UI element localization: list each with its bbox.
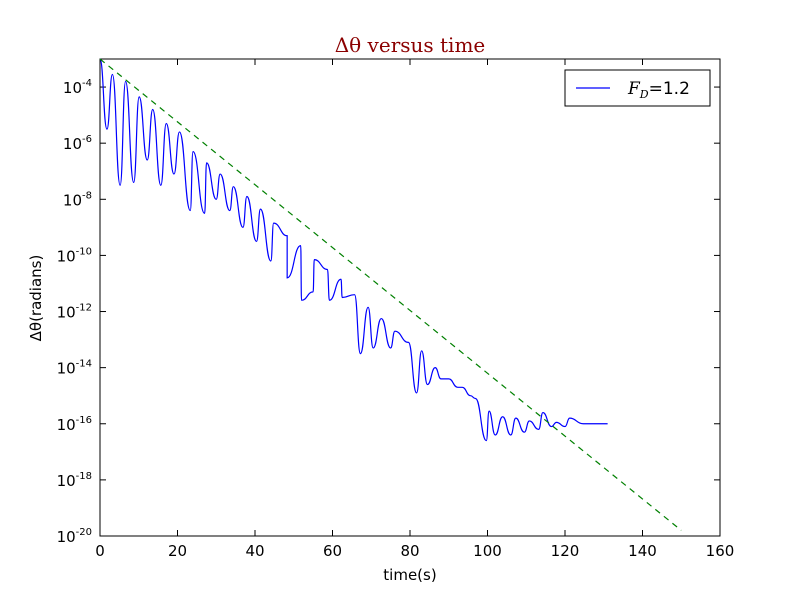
legend: FD=1.2 — [564, 69, 711, 107]
chart-title: Δθ versus time — [335, 33, 486, 57]
y-axis-label: Δθ(radians) — [27, 255, 45, 342]
x-axis-label: time(s) — [383, 566, 436, 584]
y-tick-label: 10-18 — [57, 471, 92, 490]
legend-subscript: D — [639, 88, 649, 101]
legend-symbol: F — [627, 79, 641, 99]
plot-area — [99, 58, 721, 537]
x-tick-label: 40 — [245, 542, 264, 560]
x-tick-label: 20 — [168, 542, 187, 560]
x-tick-label: 80 — [400, 542, 419, 560]
x-tick-label: 100 — [473, 542, 502, 560]
y-tick-label: 10-14 — [57, 359, 92, 378]
y-tick-label: 10-4 — [63, 78, 92, 97]
legend-entry-label: FD=1.2 — [627, 79, 690, 101]
y-tick-label: 10-8 — [63, 190, 92, 209]
series-exponential-fit-line — [99, 58, 682, 531]
x-tick-label: 160 — [706, 542, 735, 560]
y-tick-label: 10-20 — [57, 527, 92, 546]
y-tick-label: 10-6 — [63, 134, 92, 153]
y-tick-label: 10-12 — [57, 303, 92, 322]
x-tick-label: 140 — [628, 542, 657, 560]
x-axis-ticks: 0 20 40 60 80 100 120 140 160 — [95, 59, 734, 560]
x-tick-label: 60 — [323, 542, 342, 560]
legend-suffix: =1.2 — [649, 79, 690, 99]
x-tick-label: 0 — [95, 542, 105, 560]
series-delta-theta-line — [99, 58, 608, 442]
y-tick-label: 10-10 — [57, 246, 92, 265]
x-tick-label: 120 — [551, 542, 580, 560]
series-layer — [99, 58, 682, 531]
y-axis-ticks: 10-20 10-18 10-16 10-14 10-12 10-10 10-8 10-6 10… — [57, 78, 720, 546]
y-tick-label: 10-16 — [57, 415, 92, 434]
